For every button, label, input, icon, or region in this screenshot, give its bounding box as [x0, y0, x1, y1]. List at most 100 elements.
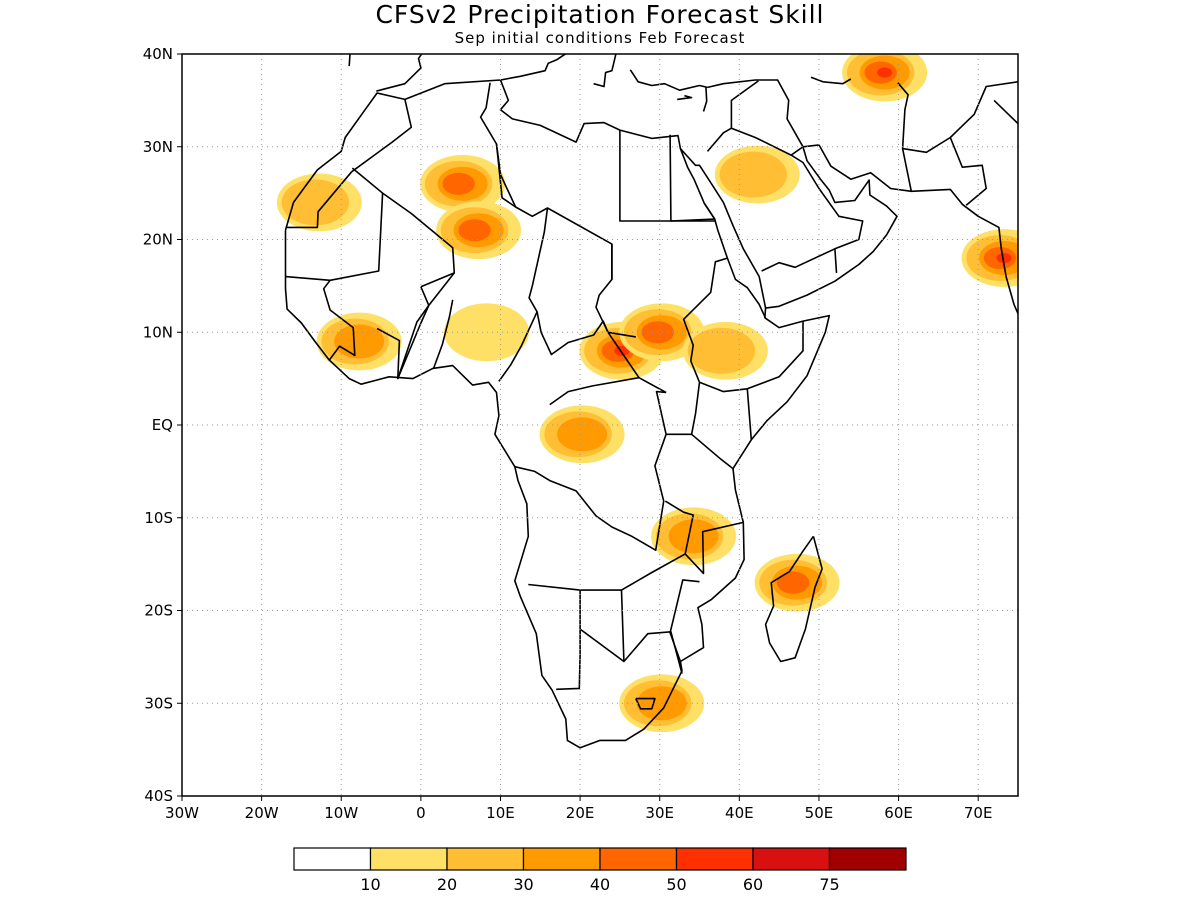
- country-border: [761, 248, 836, 272]
- plot-area: [181, 53, 1019, 797]
- country-border: [322, 279, 356, 361]
- skill-contour: [719, 151, 788, 198]
- colorbar-label: 40: [590, 875, 610, 894]
- lat-tick-label: 20N: [143, 231, 173, 249]
- skill-shading: [276, 54, 1018, 733]
- bab-el-mandeb: [764, 308, 767, 319]
- country-border: [635, 697, 656, 710]
- country-border: [351, 167, 456, 288]
- country-border: [540, 320, 667, 394]
- skill-region: [316, 312, 402, 371]
- arabia-coastline: [679, 144, 1018, 315]
- country-border: [706, 127, 804, 156]
- colorbar-swatch: [675, 847, 754, 871]
- skill-region: [842, 54, 928, 102]
- colorbar-swatch: [752, 847, 831, 871]
- country-border: [669, 134, 716, 222]
- colorbar-label: 50: [666, 875, 686, 894]
- lon-tick-label: 10E: [486, 804, 515, 822]
- country-border: [730, 80, 759, 129]
- colorbar-label: 30: [513, 875, 533, 894]
- skill-region: [714, 145, 800, 204]
- lat-tick-label: 10S: [144, 509, 173, 527]
- country-border: [620, 590, 625, 662]
- skill-contour: [687, 327, 756, 374]
- colorbar-swatch: [369, 847, 448, 871]
- country-border: [669, 579, 700, 662]
- country-border: [432, 299, 454, 369]
- skill-region: [539, 405, 625, 464]
- skill-region: [420, 154, 506, 213]
- colorbar-label: 20: [437, 875, 457, 894]
- lon-tick-label: 70E: [964, 804, 993, 822]
- country-border: [376, 272, 455, 380]
- skill-region: [961, 229, 1018, 287]
- iberia-coastline: [348, 54, 351, 67]
- colorbar-swatch: [446, 847, 525, 871]
- lon-tick-label: 50E: [805, 804, 834, 822]
- spain-coastline: [376, 54, 423, 92]
- country-border: [684, 521, 744, 575]
- lon-tick-label: 40E: [725, 804, 754, 822]
- skill-contour: [668, 519, 719, 554]
- country-border: [747, 321, 804, 390]
- colorbar-label: 75: [819, 875, 839, 894]
- lat-tick-label: 30N: [143, 138, 173, 156]
- lon-tick-label: 60E: [884, 804, 913, 822]
- country-border: [285, 193, 384, 282]
- country-border: [498, 311, 538, 382]
- skill-contour: [557, 417, 608, 452]
- colorbar-swatch: [599, 847, 678, 871]
- lat-tick-label: 40S: [144, 787, 173, 805]
- country-border: [949, 137, 987, 206]
- coastline: [284, 54, 1018, 749]
- country-border: [897, 82, 913, 192]
- country-border: [479, 82, 517, 208]
- country-border: [285, 171, 353, 229]
- colorbar-label: 10: [360, 875, 380, 894]
- lat-tick-label: 30S: [144, 694, 173, 712]
- lon-tick-label: 20E: [566, 804, 595, 822]
- country-border: [528, 207, 549, 333]
- cyprus-coastline: [677, 94, 693, 101]
- skill-contour: [877, 67, 893, 78]
- lon-tick-label: 30W: [165, 804, 199, 822]
- skill-region: [444, 303, 530, 362]
- skill-contour: [444, 303, 530, 362]
- axes: 30W 20W 10W 0 10E 20E 30E 40E 50E 60E 70E 40N 30N 20N…: [143, 45, 993, 822]
- country-border: [351, 99, 413, 173]
- country-border: [707, 79, 804, 148]
- skill-region: [682, 321, 768, 380]
- country-border: [549, 376, 640, 406]
- colorbar-label: 60: [743, 875, 763, 894]
- country-border: [790, 154, 864, 273]
- lon-tick-label: 30E: [645, 804, 674, 822]
- lon-tick-label: 20W: [245, 804, 279, 822]
- skill-region: [436, 201, 522, 260]
- country-border: [682, 257, 728, 435]
- gridlines: [182, 54, 1018, 796]
- colorbar-swatch: [522, 847, 601, 871]
- country-border: [666, 433, 734, 470]
- country-border: [993, 99, 1018, 125]
- colorbar-swatch: [828, 847, 907, 871]
- italy-coastline: [500, 54, 567, 81]
- caspian-coastline: [810, 76, 852, 85]
- colorbar: 10 20 30 40 50 60 75: [293, 847, 907, 894]
- skill-region: [276, 173, 362, 232]
- country-border: [595, 244, 636, 338]
- skill-contour: [996, 252, 1012, 264]
- skill-contour: [776, 571, 810, 594]
- lat-tick-label: 40N: [143, 45, 173, 63]
- turkey-coastline: [629, 69, 708, 91]
- map-title: CFSv2 Precipitation Forecast Skill: [375, 0, 825, 29]
- lat-tick-label: EQ: [152, 416, 173, 434]
- skill-region: [754, 553, 840, 612]
- country-border: [699, 381, 753, 440]
- lat-tick-label: 20S: [144, 602, 173, 620]
- skill-contour: [281, 179, 350, 226]
- lon-tick-label: 0: [416, 804, 426, 822]
- skill-contour: [442, 172, 475, 195]
- levant-coastline: [702, 86, 708, 112]
